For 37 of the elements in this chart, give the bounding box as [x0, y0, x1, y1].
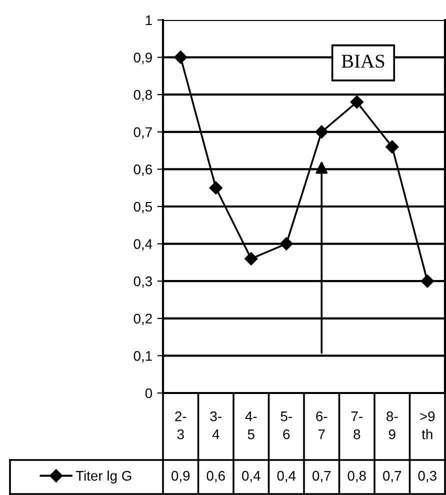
point	[174, 50, 188, 64]
data-label: 0,8	[348, 470, 366, 482]
x-tick-label: 8-9	[386, 411, 398, 440]
y-tick-label: 0,3	[134, 276, 152, 288]
data-label: 0,9	[172, 470, 190, 482]
y-tick-label: 0,6	[134, 164, 152, 176]
x-tick-label: 6-7	[316, 411, 328, 440]
x-tick-label: 4-5	[245, 412, 257, 440]
point	[315, 125, 328, 138]
y-tick-label: 0,8	[134, 90, 152, 102]
y-tick-label: 1	[146, 15, 152, 26]
data-label: 0,7	[383, 470, 402, 482]
x-tick-label: 3-4	[210, 411, 222, 440]
y-tick-label: 0,7	[134, 127, 152, 139]
y-tick-label: 0,2	[134, 314, 152, 326]
y-tick-label: 0,9	[134, 52, 152, 64]
x-tick-label: 5-6	[280, 412, 292, 440]
legend-label: Titer lg G	[76, 470, 132, 484]
x-tick-label: 7-8	[351, 412, 362, 440]
data-label: 0,4	[242, 470, 260, 482]
point	[244, 252, 258, 266]
point	[350, 95, 364, 109]
y-tick-label: 0,4	[134, 239, 152, 251]
y-tick-label: 0	[145, 388, 152, 398]
data-label: 0,7	[312, 470, 331, 482]
point	[386, 140, 399, 154]
data-label: 0,3	[418, 470, 436, 482]
annotation: BIAS	[342, 54, 384, 68]
y-tick-label: 0,1	[134, 351, 152, 363]
data-label: 0,4	[277, 470, 296, 482]
data-label: 0,6	[206, 470, 225, 482]
point	[209, 181, 222, 194]
y-tick-label: 0,5	[134, 202, 152, 214]
point	[280, 237, 293, 250]
point	[420, 274, 434, 288]
x-tick-label: >9 th	[420, 411, 435, 440]
x-tick-label: 2-3	[175, 411, 186, 440]
